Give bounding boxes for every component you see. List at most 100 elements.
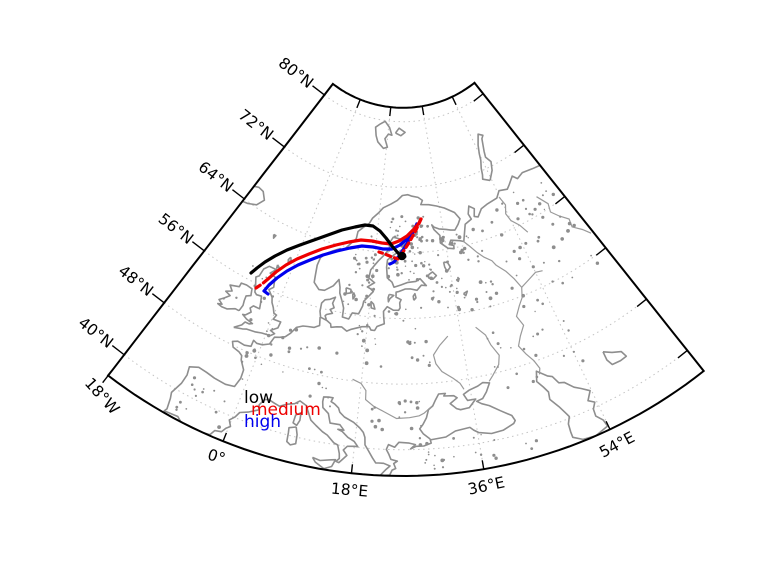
lake-speckle [500,233,504,237]
lat-tick-left [312,85,325,96]
lake-speckle [531,265,535,269]
lake-speckle [252,265,254,267]
lake-speckle [525,442,527,445]
lake-speckle [540,182,543,184]
lake-speckle [492,453,496,457]
lake-speckle [308,367,311,370]
lake-speckle [457,278,459,280]
lake-speckle [418,237,422,241]
lake-speckle [516,201,520,205]
lake-speckle [296,401,299,405]
lake-speckle [440,241,443,245]
lake-speckle [512,191,515,194]
lake-speckle [327,397,329,399]
lake-speckle [572,350,576,353]
lake-speckle [534,353,538,357]
lake-speckle [406,340,410,344]
lake-speckle [356,263,360,266]
lake-speckle [485,291,488,293]
coastline [311,456,337,470]
lake-speckle [471,227,475,232]
lake-speckle [447,306,449,309]
lake-speckle [175,408,178,411]
lake-speckle [364,297,367,300]
legend-item-low: low [244,388,274,408]
lake-speckle [545,190,547,193]
lake-speckle [217,425,222,429]
lake-speckle [409,270,412,273]
lake-speckle [400,215,404,219]
lat-label: 80°N [275,54,317,92]
river [432,335,465,390]
lake-speckle [415,406,420,410]
lake-speckle [510,347,512,349]
lake-speckle [551,192,555,197]
river [495,264,541,375]
tick-layer [102,85,688,474]
lake-speckle [432,290,435,293]
lake-speckle [425,239,429,242]
coastline [374,120,393,150]
coastline [602,350,628,366]
lake-speckle [254,356,257,360]
lake-speckle [348,283,351,287]
lake-speckle [396,272,400,277]
map-border-path [106,81,706,478]
lake-speckle [192,376,197,380]
lake-speckle [397,401,401,405]
lake-speckle [427,363,431,367]
lake-speckle [428,361,431,364]
lake-speckle [410,245,415,250]
lake-speckle [372,303,375,305]
lake-speckle [501,202,504,205]
lake-speckle [418,437,422,440]
lake-speckle [213,389,216,392]
lake-speckle [425,274,429,278]
lake-speckle [403,411,407,414]
lake-speckle [595,261,600,265]
lake-speckle [394,312,399,316]
lake-speckle [541,194,544,197]
lake-speckle [457,276,459,279]
lat-tick-right [554,195,566,205]
lake-speckle [370,419,374,423]
lake-speckle [389,226,392,229]
lake-speckle [566,229,570,233]
lake-speckle [488,296,493,301]
lake-speckle [551,280,554,283]
lat-tick-left [151,293,165,304]
lake-speckle [387,267,390,270]
lake-speckle [387,310,391,313]
lake-speckle [259,300,263,304]
lake-speckle [491,331,495,335]
lake-speckle [271,327,274,330]
coastline [163,317,321,423]
lake-speckle [308,394,312,398]
lake-speckle [489,280,493,283]
lake-speckle [415,401,419,405]
lake-speckle [349,290,353,294]
lat-tick-right [595,247,607,256]
lake-speckle [536,239,540,243]
lat-label: 48°N [115,262,157,300]
lake-speckle [408,279,410,281]
lake-speckle [524,241,528,245]
lake-speckle [537,235,541,239]
lake-speckle [522,304,526,309]
lake-speckle [485,281,487,284]
graticule-meridian [421,106,485,470]
lake-speckle [530,447,534,450]
coastline [286,426,298,446]
lake-speckle [524,207,528,210]
lake-speckle [453,242,456,245]
lake-speckle [413,272,415,275]
lake-speckle [499,347,502,349]
lake-speckle [440,458,445,463]
lake-speckle [536,332,540,336]
lake-speckle [179,400,182,404]
trajectory-medium-line [266,217,423,281]
lake-speckle [430,239,435,243]
lake-speckle [453,455,455,458]
lat-tick-left [232,189,245,200]
lake-speckle [448,290,451,293]
